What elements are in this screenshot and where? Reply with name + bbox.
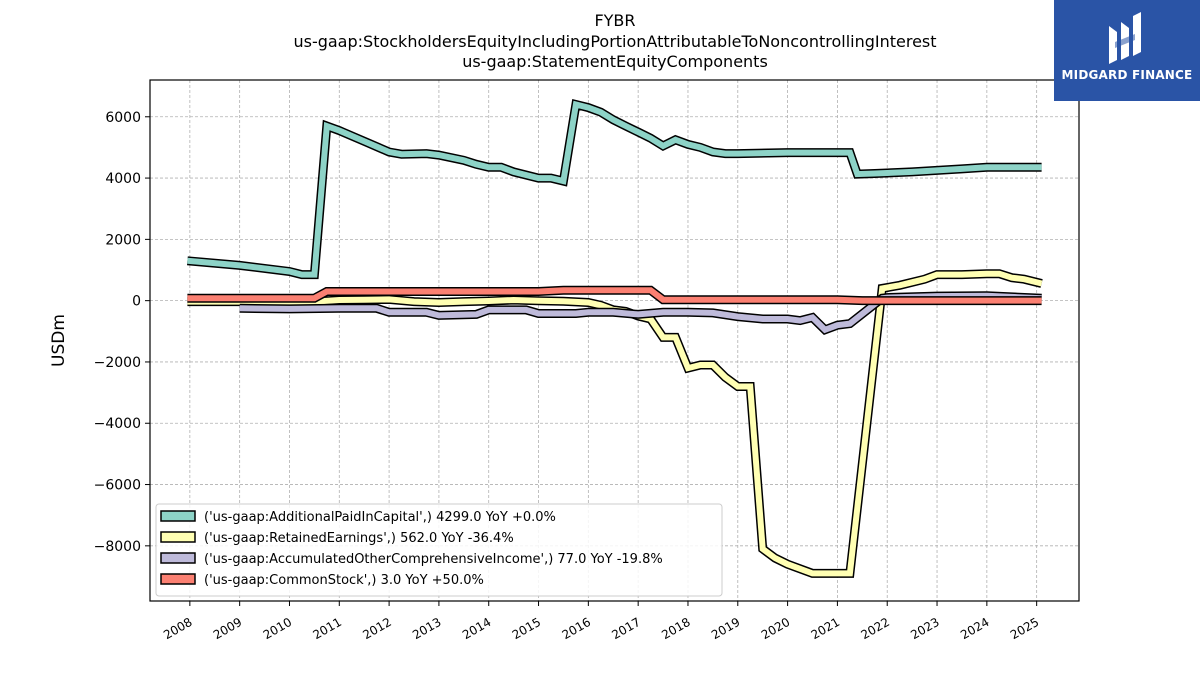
brand-logo: MIDGARD FINANCE [1054, 0, 1200, 101]
series-line-2 [239, 292, 1042, 334]
y-tick-label-0: 6000 [105, 110, 141, 126]
legend-swatch-1 [160, 531, 196, 543]
x-tick-label-15: 2023 [908, 615, 941, 642]
chart-title-line-1: FYBR [594, 11, 636, 30]
series-line-1 [187, 270, 1043, 577]
x-tick-label-1: 2009 [211, 615, 244, 642]
x-tick-label-10: 2018 [659, 615, 692, 642]
y-tick-label-1: 4000 [105, 171, 141, 187]
x-tick-label-6: 2014 [460, 615, 493, 642]
x-tick-label-16: 2024 [958, 615, 991, 642]
x-tick-label-17: 2025 [1008, 615, 1041, 642]
y-tick-label-3: 0 [132, 294, 141, 310]
chart-title-line-3: us-gaap:StatementEquityComponents [462, 52, 768, 71]
x-tick-label-4: 2012 [360, 615, 393, 642]
logo-text: MIDGARD FINANCE [1061, 68, 1193, 82]
y-tick-label-7: −8000 [94, 539, 141, 555]
y-tick-label-6: −6000 [94, 478, 141, 494]
x-tick-label-7: 2015 [510, 615, 543, 642]
legend-swatch-2 [160, 552, 196, 564]
legend-label-0: ('us-gaap:AdditionalPaidInCapital',) 429… [204, 510, 556, 525]
legend-label-3: ('us-gaap:CommonStock',) 3.0 YoY +50.0% [204, 573, 484, 588]
x-tick-label-0: 2008 [161, 615, 194, 642]
series-line-3 [187, 287, 1042, 304]
midgard-logo-icon [1109, 12, 1141, 64]
series-line-0 [187, 100, 1042, 278]
x-tick-label-9: 2017 [609, 615, 642, 642]
x-tick-label-12: 2020 [759, 615, 792, 642]
x-tick-label-8: 2016 [560, 615, 593, 642]
legend-swatch-0 [160, 510, 196, 522]
x-tick-label-13: 2021 [809, 615, 842, 642]
x-tick-label-3: 2011 [311, 615, 344, 642]
legend-label-2: ('us-gaap:AccumulatedOtherComprehensiveI… [204, 552, 663, 567]
chart-title-line-2: us-gaap:StockholdersEquityIncludingPorti… [293, 32, 937, 51]
y-tick-label-5: −4000 [94, 416, 141, 432]
x-tick-label-14: 2022 [858, 615, 891, 642]
x-tick-label-2: 2010 [261, 615, 294, 642]
y-tick-label-4: −2000 [94, 355, 141, 371]
y-axis-label: USDm [49, 314, 69, 367]
x-tick-label-5: 2013 [410, 615, 443, 642]
legend-swatch-3 [160, 573, 196, 585]
plot-frame [149, 79, 1080, 602]
legend-label-1: ('us-gaap:RetainedEarnings',) 562.0 YoY … [204, 531, 514, 546]
y-tick-label-2: 2000 [105, 232, 141, 248]
legend-box [155, 503, 723, 597]
x-tick-label-11: 2019 [709, 615, 742, 642]
